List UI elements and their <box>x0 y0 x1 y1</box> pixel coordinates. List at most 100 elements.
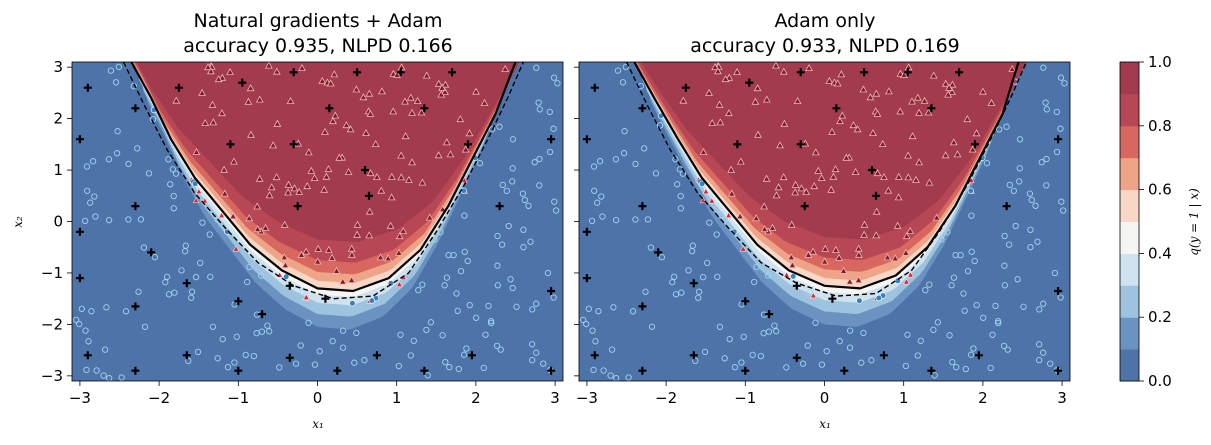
panel-right-circle-point <box>1040 64 1047 71</box>
panel-right-circle-point <box>773 328 780 335</box>
panel-right-inducing-cross-23 <box>1054 135 1063 144</box>
panel-right-edge-circle-point <box>790 273 797 280</box>
panel-right-inducing-cross-8 <box>638 302 647 311</box>
panel-left-edge-triangle-point <box>461 176 468 183</box>
panel-left-triangle-point <box>201 118 210 126</box>
panel-right-triangle-point <box>925 178 934 186</box>
panel-left-edge-triangle-point <box>201 197 209 204</box>
panel-left-circle-point <box>419 281 426 288</box>
panel-right-triangle-point <box>953 150 962 158</box>
panel-left-triangle-point <box>255 174 264 182</box>
panel-right-xlabel: x₁ <box>819 417 831 431</box>
panel-left-circle-point <box>101 346 109 353</box>
panel-right-contours <box>634 62 1027 327</box>
panel-left-inducing-cross-21 <box>467 351 476 360</box>
panel-right-inducing-cross-19 <box>879 351 888 360</box>
panel-right-triangle-point <box>751 97 760 105</box>
panel-left-circle-point <box>76 320 83 328</box>
panel-right-circle-point <box>1010 187 1017 195</box>
panel-left-inducing-cross-1 <box>131 104 140 113</box>
panel-right-circle-point <box>914 352 921 359</box>
panel-left-triangle-point <box>393 70 401 78</box>
panel-left-circle-point <box>105 216 113 224</box>
panel-right-inducing-cross-32 <box>796 140 805 149</box>
panel-right-circle-point <box>836 338 843 345</box>
panel-left-triangle-point <box>365 89 374 97</box>
panel-right-circle-point <box>721 355 728 362</box>
panel-left-title-line1: Natural gradients + Adam <box>194 10 443 32</box>
panel-right-triangle-point <box>760 225 769 233</box>
panel-right-circle-point <box>1001 282 1008 289</box>
panel-left-circle-point <box>507 276 514 283</box>
colorbar-cell-7 <box>1120 125 1139 159</box>
panel-left-circle-point <box>135 288 142 295</box>
panel-left-circle-point <box>244 278 251 286</box>
panel-left-circle-point <box>520 244 527 251</box>
panel-left-edge-triangle-point <box>396 280 403 287</box>
colorbar-cell-2 <box>1120 285 1139 318</box>
panel-left-circle-point <box>536 182 543 189</box>
panel-left-triangle-point <box>328 253 336 261</box>
panel-left-triangle-point <box>218 73 227 81</box>
panel-left-circle-point <box>250 352 258 360</box>
panel-right-triangle-point <box>915 158 923 166</box>
panel-right-circle-point <box>713 231 720 238</box>
panel-left-circle-point <box>439 332 446 339</box>
panel-left-edge-circle-point <box>349 300 356 307</box>
panel-left-ytick-label: −2 <box>41 315 63 333</box>
colorbar-label: q(y = 1 | x) <box>1187 188 1201 256</box>
panel-left-circle-point <box>170 205 177 212</box>
panel-right-triangle-point <box>829 172 838 180</box>
panel-right-triangle-point <box>855 250 863 258</box>
panel-left-triangle-point <box>442 138 451 146</box>
panel-right-circle-point <box>658 254 666 261</box>
panel-right-circle-point <box>1026 190 1034 197</box>
panel-right-circle-point <box>599 213 606 220</box>
panel-left-triangle-point <box>247 130 255 138</box>
panel-right-triangle-point <box>851 167 860 175</box>
panel-right-circle-point <box>1012 222 1019 230</box>
panel-left-circle-point <box>297 342 304 349</box>
panel-right-triangle-point <box>715 100 724 108</box>
panel-right-triangle-point <box>733 67 741 75</box>
panel-right-edge-triangle-point <box>739 245 747 252</box>
panel-left-circle-point <box>73 316 80 324</box>
panel-left-triangle-point <box>387 172 396 180</box>
panel-left-inducing-cross-4 <box>75 227 84 236</box>
panel-left-circle-point <box>178 267 185 274</box>
panel-left-circle-point <box>339 327 347 334</box>
colorbar-cell-4 <box>1120 221 1139 254</box>
panel-right-circle-point <box>600 367 607 374</box>
panel-left-circle-point <box>219 335 226 343</box>
panel-right-circle-point <box>980 314 987 321</box>
panel-right-circle-point <box>944 228 951 236</box>
panel-left-inducing-cross-26 <box>289 68 298 77</box>
panel-left-xlabel: x₁ <box>312 417 324 431</box>
panel-left-triangle-point <box>214 75 223 83</box>
panel-right-circle-point <box>902 362 909 370</box>
panel-right-circle-point <box>948 282 955 289</box>
panel-left-circle-point <box>197 259 204 267</box>
panel-left-circle-point <box>100 372 107 379</box>
panel-left-circle-point <box>546 148 554 156</box>
panel-left-triangle-point <box>303 182 312 190</box>
panel-left-circle-point <box>496 123 503 130</box>
panel-left-circle-point <box>446 363 453 371</box>
panel-left-circle-point <box>455 365 462 373</box>
panel-right-circle-point <box>608 346 616 353</box>
panel-left-triangle-point <box>226 67 234 75</box>
panel-right-inducing-cross-2 <box>582 135 591 144</box>
panel-left-triangle-point <box>204 63 212 71</box>
panel-left-triangle-point <box>172 96 181 104</box>
panel-left-circle-point <box>194 348 202 356</box>
panel-left-triangle-point <box>441 80 450 88</box>
panel-left-circle-point <box>231 359 238 366</box>
panel-left-inducing-cross-28 <box>396 68 405 77</box>
panel-right-triangle-point <box>779 173 788 181</box>
panel-left-inducing-cross-34 <box>361 166 369 174</box>
panel-right-triangle-point <box>828 127 836 135</box>
panel-right-triangle-point <box>880 172 888 180</box>
colorbar-cell-8 <box>1120 93 1139 127</box>
panel-right-triangle-point <box>849 121 858 129</box>
panel-right-circle-point <box>757 352 765 360</box>
